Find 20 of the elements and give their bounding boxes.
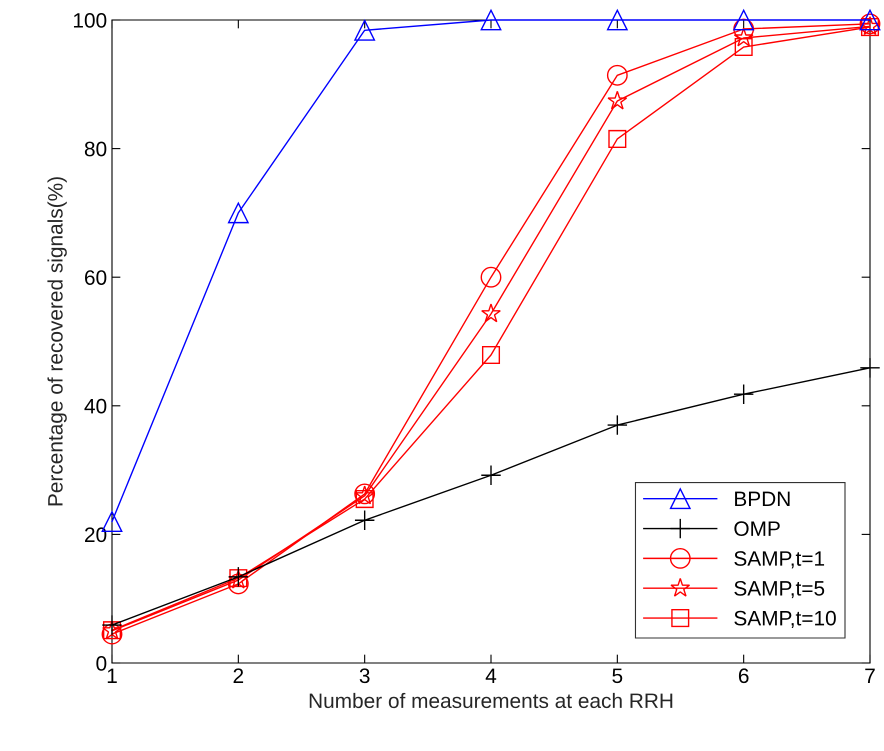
x-tick-label: 5: [612, 668, 622, 684]
legend-label: BPDN: [735, 492, 790, 506]
legend-label: OMP: [734, 521, 780, 536]
legend-label: SAMP,t=5: [734, 580, 824, 598]
x-axis-title: Number of measurements at each RRH: [310, 692, 672, 708]
y-tick-label: 0: [96, 656, 106, 671]
y-tick-label: 80: [84, 142, 106, 156]
legend-label: SAMP,t=1: [734, 551, 824, 568]
legend-label: SAMP,t=10: [734, 610, 836, 628]
y-axis-title: Percentage of recovered signals(%): [47, 177, 67, 506]
x-tick-label: 2: [234, 668, 244, 683]
x-tick-label: 4: [486, 668, 496, 683]
y-tick-label: 20: [85, 527, 106, 542]
x-tick-label: 7: [865, 668, 875, 683]
y-tick-label: 100: [74, 13, 106, 28]
x-tick-label: 1: [108, 668, 117, 683]
y-tick-label: 40: [84, 398, 106, 414]
y-tick-label: 60: [85, 270, 106, 285]
x-tick-label: 3: [360, 668, 370, 684]
x-tick-label: 6: [738, 668, 749, 684]
